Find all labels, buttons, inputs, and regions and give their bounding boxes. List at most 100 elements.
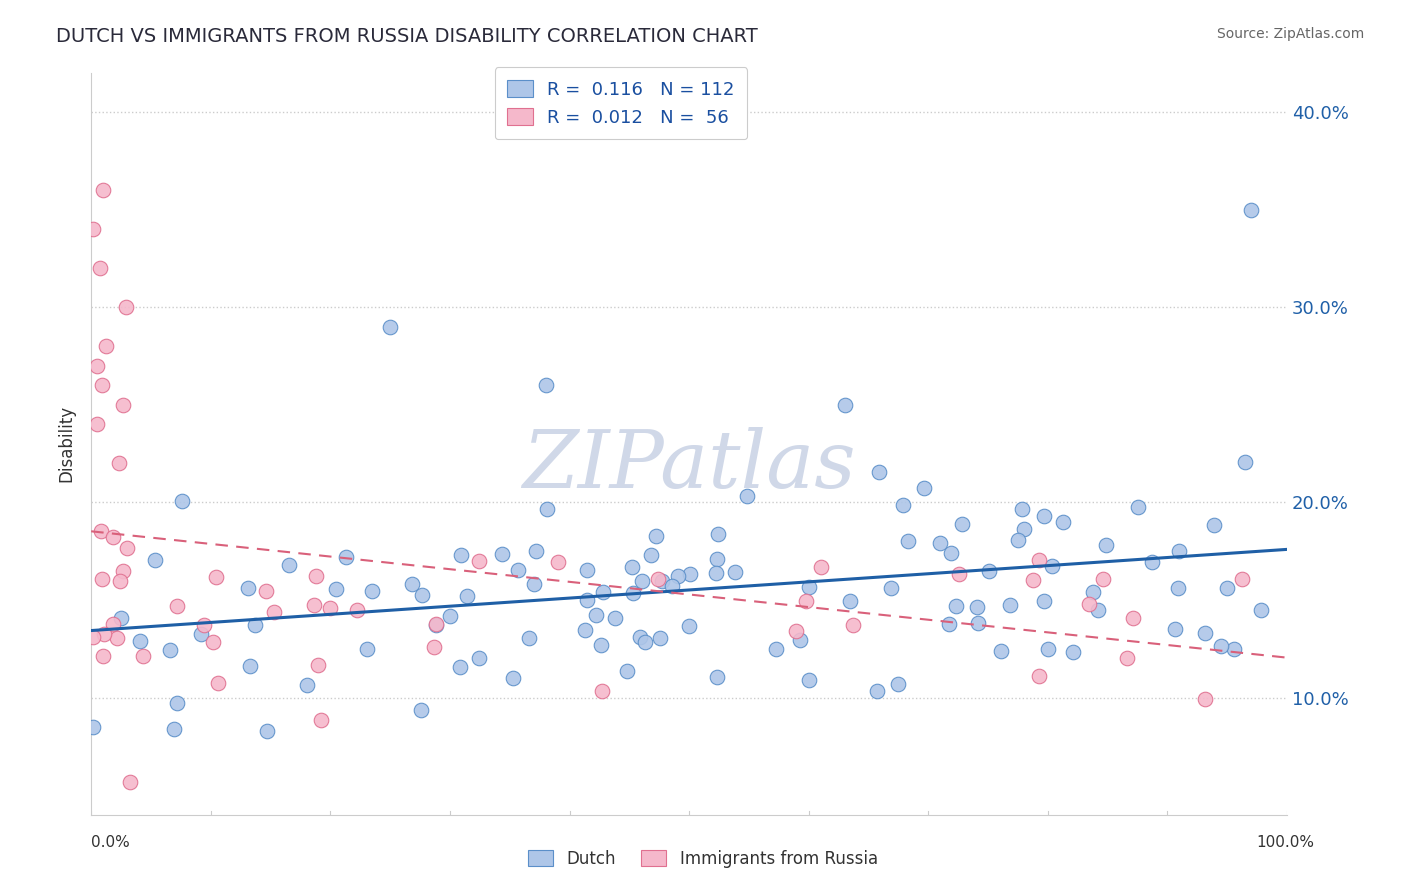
- Point: [90, 378, 112, 392]
- Point: [401, 577, 423, 591]
- Point: [938, 617, 960, 632]
- Point: [449, 659, 471, 673]
- Point: [86, 359, 108, 373]
- Point: [243, 618, 266, 632]
- Point: [378, 319, 401, 334]
- Point: [591, 638, 613, 652]
- Point: [838, 594, 860, 608]
- Point: [517, 631, 540, 645]
- Point: [193, 618, 215, 632]
- Point: [574, 623, 596, 637]
- Point: [547, 555, 569, 569]
- Legend: Dutch, Immigrants from Russia: Dutch, Immigrants from Russia: [522, 844, 884, 875]
- Point: [724, 565, 747, 579]
- Point: [591, 684, 613, 698]
- Point: [797, 673, 820, 688]
- Point: [159, 642, 181, 657]
- Point: [118, 774, 141, 789]
- Point: [1116, 650, 1139, 665]
- Point: [887, 677, 910, 691]
- Point: [1167, 582, 1189, 596]
- Point: [645, 529, 668, 543]
- Point: [108, 574, 131, 588]
- Point: [1194, 692, 1216, 706]
- Point: [115, 541, 138, 555]
- Point: [325, 582, 347, 596]
- Point: [534, 378, 557, 392]
- Point: [893, 498, 915, 512]
- Point: [966, 599, 988, 614]
- Point: [868, 465, 890, 479]
- Point: [1028, 669, 1050, 683]
- Point: [789, 632, 811, 647]
- Point: [91, 183, 114, 197]
- Point: [1094, 538, 1116, 552]
- Point: [263, 606, 285, 620]
- Point: [190, 626, 212, 640]
- Point: [735, 489, 758, 503]
- Point: [941, 546, 963, 560]
- Point: [207, 675, 229, 690]
- Point: [256, 724, 278, 739]
- Point: [977, 564, 1000, 578]
- Point: [1223, 642, 1246, 657]
- Point: [254, 583, 277, 598]
- Text: 0.0%: 0.0%: [91, 836, 131, 850]
- Point: [945, 599, 967, 613]
- Point: [205, 570, 228, 584]
- Point: [295, 678, 318, 692]
- Y-axis label: Disability: Disability: [58, 405, 75, 483]
- Point: [1128, 500, 1150, 515]
- Point: [93, 627, 115, 641]
- Point: [172, 493, 194, 508]
- Point: [278, 558, 301, 573]
- Point: [108, 457, 131, 471]
- Point: [112, 564, 135, 578]
- Point: [1000, 598, 1022, 612]
- Point: [1164, 622, 1187, 636]
- Point: [810, 560, 832, 574]
- Point: [794, 594, 817, 608]
- Point: [456, 590, 478, 604]
- Legend: R =  0.116   N = 112, R =  0.012   N =  56: R = 0.116 N = 112, R = 0.012 N = 56: [495, 68, 747, 139]
- Point: [356, 641, 378, 656]
- Point: [1028, 553, 1050, 567]
- Point: [411, 588, 433, 602]
- Text: 100.0%: 100.0%: [1257, 836, 1315, 850]
- Point: [1250, 602, 1272, 616]
- Point: [131, 649, 153, 664]
- Point: [1077, 597, 1099, 611]
- Point: [834, 398, 856, 412]
- Point: [86, 417, 108, 432]
- Point: [236, 582, 259, 596]
- Point: [1007, 533, 1029, 547]
- Point: [1012, 521, 1035, 535]
- Point: [450, 548, 472, 562]
- Point: [304, 569, 326, 583]
- Point: [576, 563, 599, 577]
- Point: [101, 530, 124, 544]
- Point: [523, 576, 546, 591]
- Point: [621, 586, 644, 600]
- Point: [502, 671, 524, 685]
- Point: [1062, 645, 1084, 659]
- Point: [647, 572, 669, 586]
- Point: [640, 548, 662, 562]
- Point: [82, 630, 104, 644]
- Point: [536, 502, 558, 516]
- Point: [585, 608, 607, 623]
- Point: [799, 580, 821, 594]
- Point: [110, 610, 132, 624]
- Point: [425, 617, 447, 632]
- Point: [302, 599, 325, 613]
- Point: [678, 619, 700, 633]
- Point: [346, 602, 368, 616]
- Point: [468, 651, 491, 665]
- Point: [319, 601, 342, 615]
- Point: [928, 535, 950, 549]
- Point: [112, 398, 135, 412]
- Point: [651, 574, 673, 588]
- Point: [1011, 502, 1033, 516]
- Point: [115, 301, 138, 315]
- Point: [765, 642, 787, 657]
